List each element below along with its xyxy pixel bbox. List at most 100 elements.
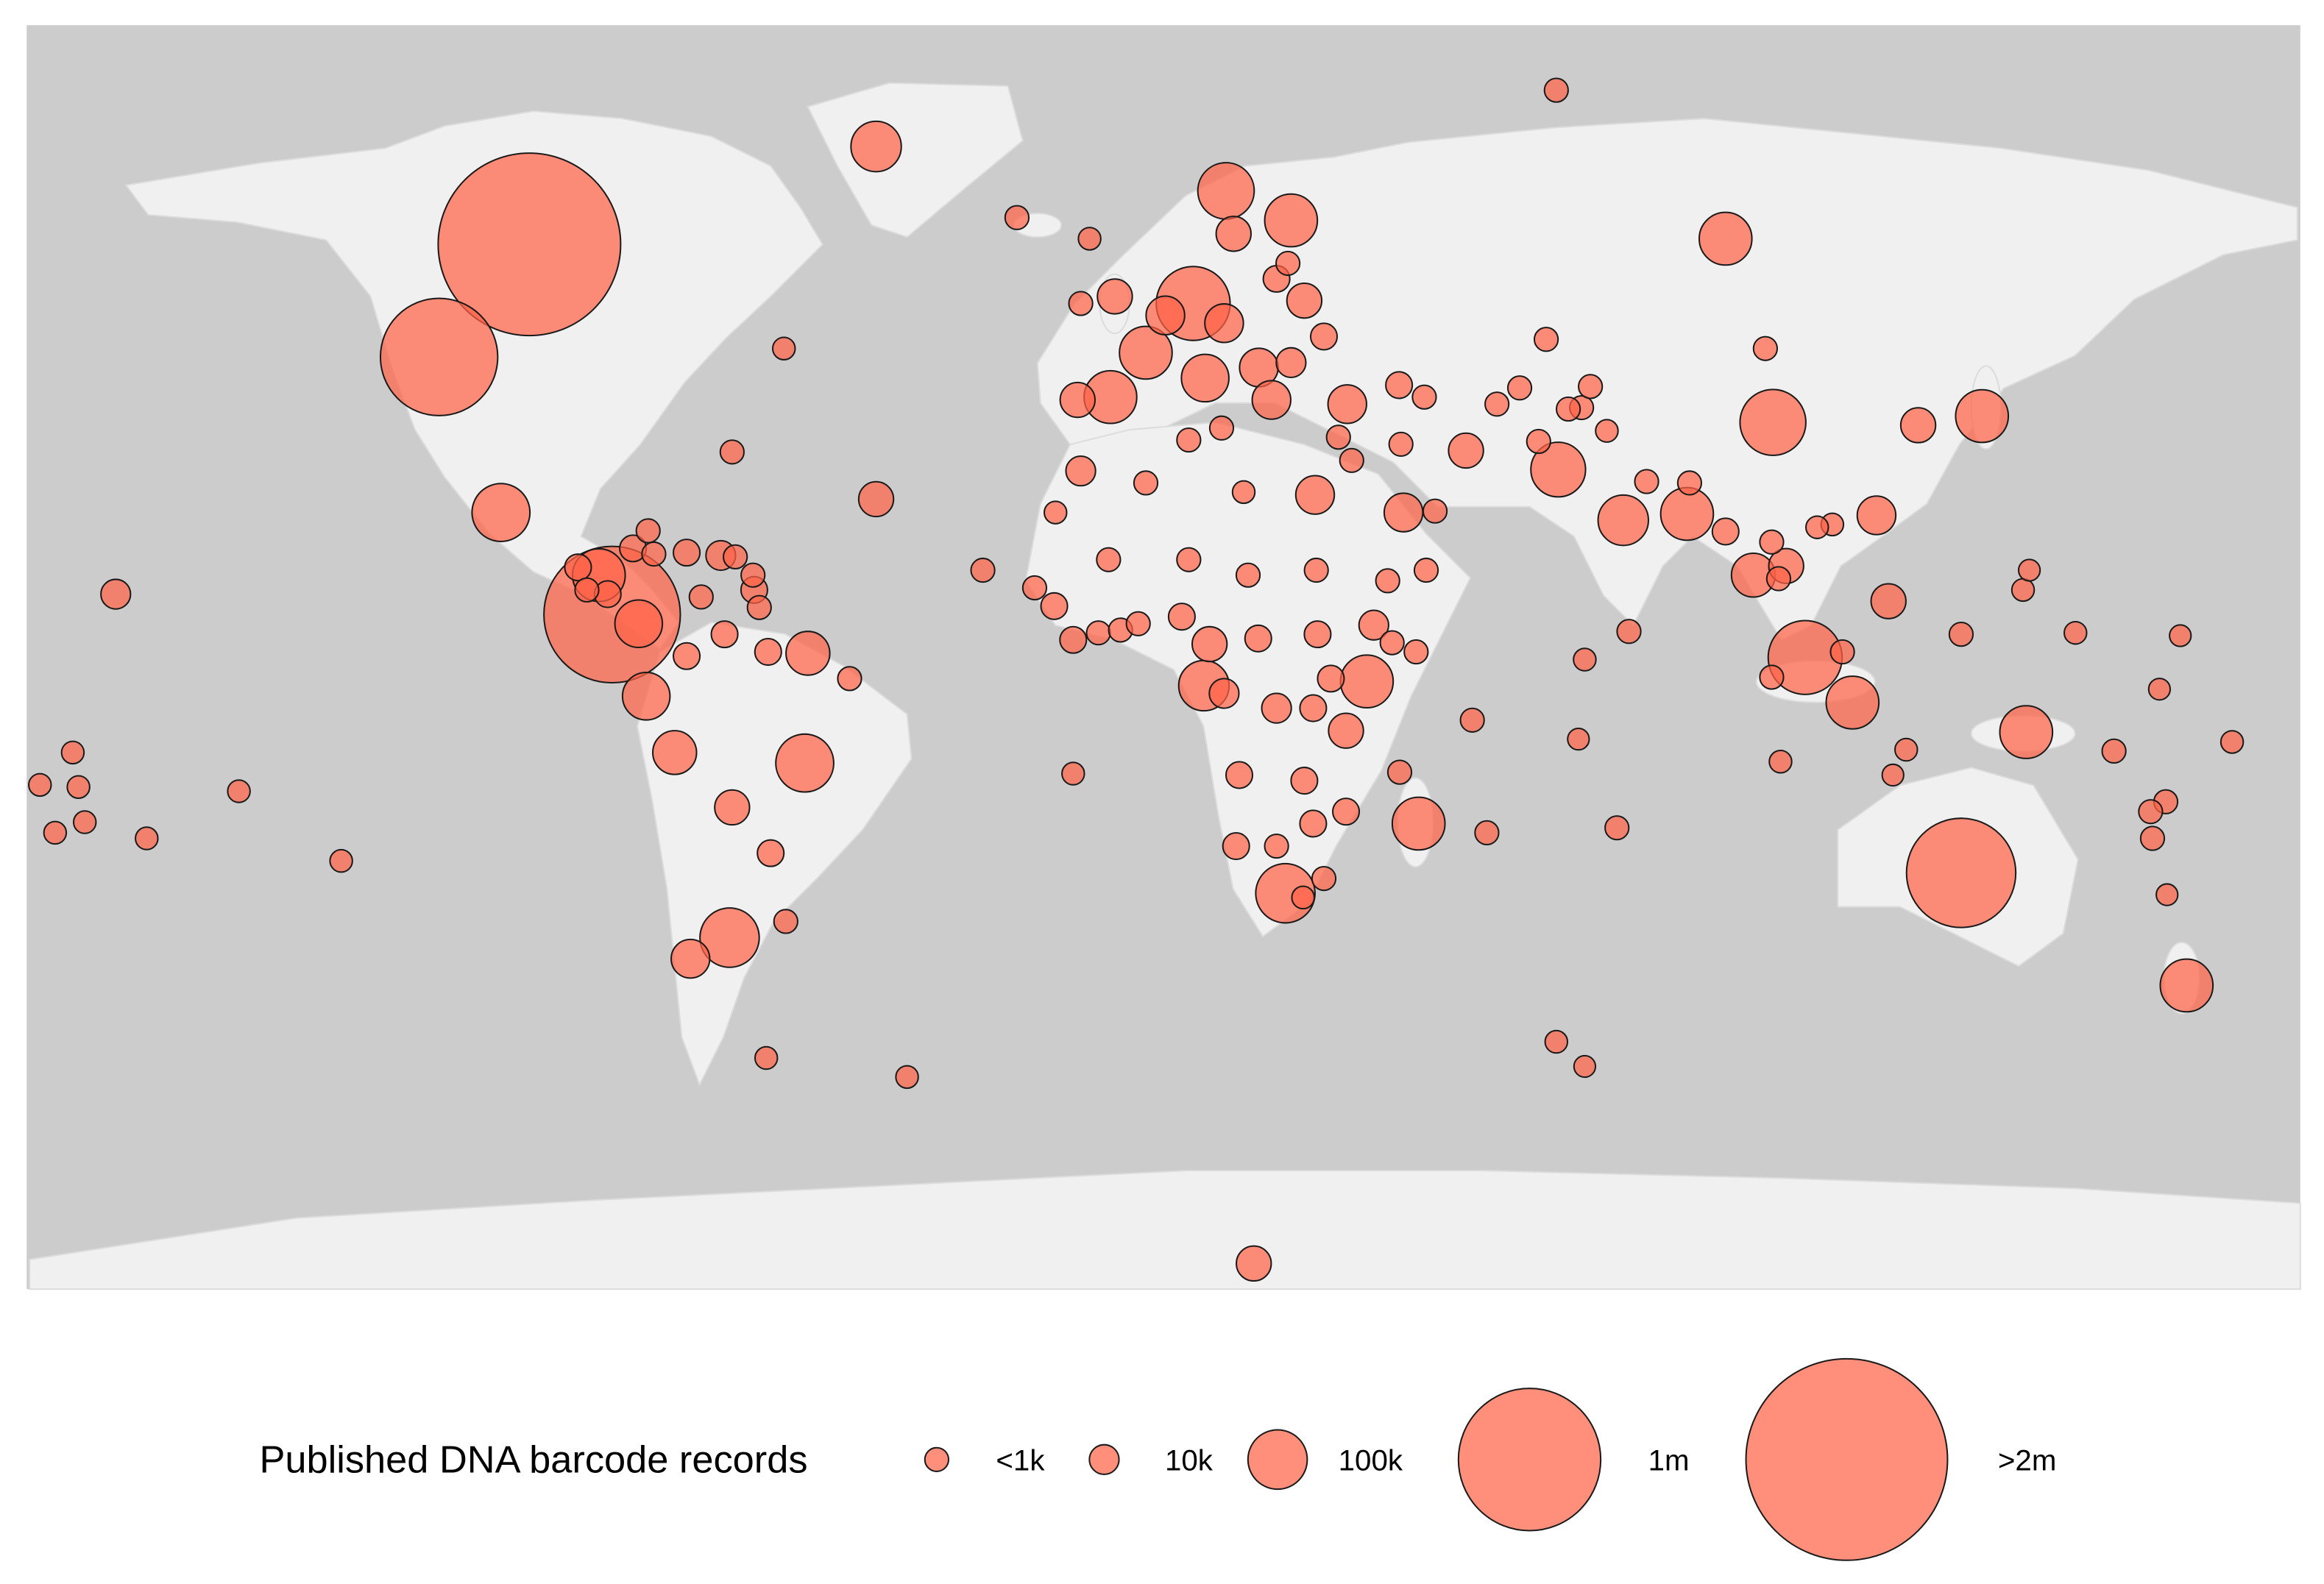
bubble — [1225, 761, 1254, 789]
bubble — [1768, 750, 1793, 774]
bubble — [135, 826, 159, 850]
bubble — [746, 594, 772, 620]
bubble — [895, 1065, 919, 1090]
bubble — [1391, 796, 1446, 851]
bubble — [1235, 562, 1261, 588]
bubble — [1294, 475, 1336, 515]
bubble — [719, 439, 745, 465]
bubble — [72, 810, 97, 834]
legend-label: 1m — [1648, 1443, 1690, 1477]
bubble — [754, 637, 782, 667]
bubble — [471, 483, 531, 542]
bubble — [1573, 1054, 1597, 1079]
bubble — [60, 740, 85, 765]
bubble — [1097, 278, 1133, 315]
bubble — [1825, 675, 1880, 730]
bubble — [437, 152, 622, 337]
size-legend: Published DNA barcode records <1k 10k 100k… — [259, 1357, 2056, 1561]
bubble — [1759, 664, 1785, 690]
bubble — [1176, 547, 1202, 572]
bubble — [1264, 193, 1319, 248]
legend-label: >2m — [1998, 1443, 2056, 1477]
bubble — [1286, 282, 1323, 319]
bubble — [1413, 557, 1439, 583]
bubble — [1533, 327, 1559, 352]
legend-title: Published DNA barcode records — [259, 1439, 807, 1482]
bubble — [1543, 77, 1569, 103]
bubble — [1597, 494, 1650, 547]
bubble — [379, 297, 499, 416]
bubble — [1125, 611, 1151, 636]
bubble — [1299, 694, 1328, 722]
antarctica — [29, 1170, 2301, 1290]
bubble — [1275, 250, 1301, 277]
bubble — [1004, 205, 1030, 230]
bubble — [1752, 335, 1778, 361]
bubble — [1698, 211, 1753, 266]
bubble — [1299, 809, 1328, 838]
bubble — [1805, 515, 1829, 539]
bubble — [2139, 825, 2166, 851]
bubble — [1167, 603, 1196, 631]
eurasia — [1036, 118, 2298, 642]
bubble — [773, 909, 798, 934]
bubble — [754, 1045, 779, 1070]
legend-label: 100k — [1339, 1443, 1403, 1477]
bubble — [1145, 295, 1186, 335]
bubble — [1899, 407, 1937, 444]
bubbles — [28, 77, 2245, 1282]
bubble — [1870, 583, 1907, 619]
bubble — [1474, 820, 1500, 846]
bubble — [1327, 384, 1367, 425]
bubble — [1856, 495, 1897, 536]
bubble — [1567, 728, 1590, 751]
bubble — [2147, 678, 2172, 701]
bubble — [1061, 761, 1085, 786]
bubble — [1275, 347, 1307, 378]
bubble — [1484, 391, 1510, 417]
bubble — [1881, 763, 1905, 787]
bubble — [1506, 375, 1533, 401]
bubble — [1133, 470, 1159, 496]
bubble — [1383, 492, 1424, 533]
bubble — [1021, 575, 1048, 601]
bubble — [1236, 1245, 1272, 1282]
bubble — [641, 541, 667, 567]
bubble — [635, 518, 661, 544]
bubble — [1040, 592, 1069, 620]
bubble — [1065, 455, 1097, 487]
bubble — [1328, 712, 1364, 749]
bubble — [652, 730, 698, 775]
bubble — [1894, 737, 1919, 762]
bubble — [837, 666, 862, 692]
bubble — [1573, 647, 1597, 672]
bubble — [1291, 885, 1315, 910]
bubble — [1309, 322, 1339, 351]
bubble — [2011, 578, 2036, 603]
bubble — [1955, 388, 2010, 444]
bubble — [1358, 609, 1389, 641]
bubble — [1059, 381, 1096, 419]
bubble — [1375, 568, 1400, 594]
bubble — [1119, 325, 1173, 380]
bubble — [1386, 759, 1413, 785]
legend-key — [1745, 1357, 1949, 1561]
greenland — [807, 82, 1024, 238]
bubble — [970, 557, 996, 583]
bubble — [1530, 441, 1587, 498]
bubble — [1379, 630, 1405, 656]
bubble — [1059, 625, 1088, 654]
bubble — [673, 642, 701, 670]
bubble — [1595, 419, 1619, 443]
bubble — [2220, 730, 2245, 754]
legend-key — [924, 1446, 949, 1472]
bubble — [775, 733, 835, 793]
bubble — [1411, 384, 1437, 410]
bubble — [2101, 738, 2127, 764]
bubble — [1616, 619, 1642, 644]
bubble — [2169, 624, 2192, 647]
bubble — [1339, 447, 1364, 473]
bubble — [1999, 705, 2054, 759]
